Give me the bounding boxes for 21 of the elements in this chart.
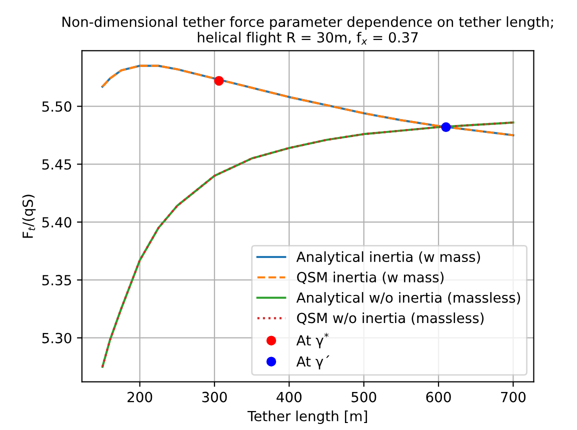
y-tick-label: 5.35 [42, 274, 71, 286]
y-tick-label: 5.30 [42, 332, 72, 344]
legend-label: QSM inertia (w mass) [297, 272, 444, 284]
y-tick-label: 5.45 [42, 159, 71, 170]
x-tick-label: 600 [426, 392, 451, 402]
y-axis-title: F$_{t}$/(qS) [22, 194, 36, 238]
legend-label: QSM w/o inertia (massless) [297, 312, 484, 325]
x-tick-label: 300 [202, 392, 227, 402]
y-tick-label: 5.40 [42, 217, 72, 228]
x-tick-label: 500 [352, 392, 376, 402]
x-tick-label: 700 [501, 392, 526, 402]
legend-label: Analytical inertia (w mass) [296, 251, 480, 265]
legend-label: Analytical w/o inertia (massless) [296, 292, 520, 306]
legend-label: At γ$^{*}$ [296, 332, 329, 348]
chart-title: Non-dimensional tether force parameter dependence on tether length; helical flight R = 30m, f$_{x}$ = 0.37 [62, 16, 553, 46]
y-tick-label: 5.50 [42, 101, 72, 112]
x-tick-label: 200 [128, 392, 152, 402]
x-axis-title: Tether length [m] [247, 410, 367, 424]
x-tick-label: 400 [276, 392, 302, 402]
legend-label: At γ´ [296, 355, 330, 370]
line-series [101, 64, 514, 136]
